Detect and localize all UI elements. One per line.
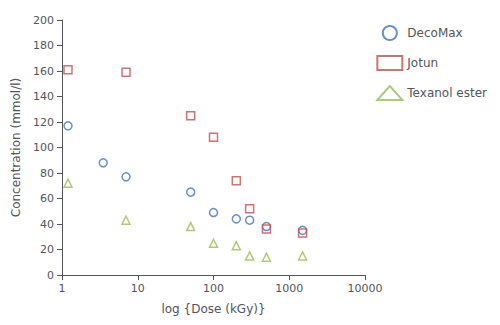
svg-text:Concentration (mmol/l): Concentration (mmol/l) [9,78,23,218]
svg-text:10: 10 [131,282,145,295]
svg-text:log {Dose (kGy)}: log {Dose (kGy)} [161,302,265,316]
svg-text:1000: 1000 [275,282,303,295]
svg-text:DecoMax: DecoMax [407,26,462,40]
svg-text:120: 120 [33,116,54,129]
svg-text:20: 20 [40,243,54,256]
svg-text:60: 60 [40,192,54,205]
svg-text:Jotun: Jotun [406,56,438,70]
svg-text:160: 160 [33,65,54,78]
svg-text:Texanol ester: Texanol ester [406,86,487,100]
svg-text:10000: 10000 [348,282,383,295]
svg-text:200: 200 [33,14,54,27]
svg-text:100: 100 [33,141,54,154]
svg-text:80: 80 [40,167,54,180]
svg-text:100: 100 [203,282,224,295]
svg-text:140: 140 [33,90,54,103]
svg-text:40: 40 [40,218,54,231]
svg-text:180: 180 [33,39,54,52]
svg-text:1: 1 [59,282,66,295]
svg-text:0: 0 [47,269,54,282]
